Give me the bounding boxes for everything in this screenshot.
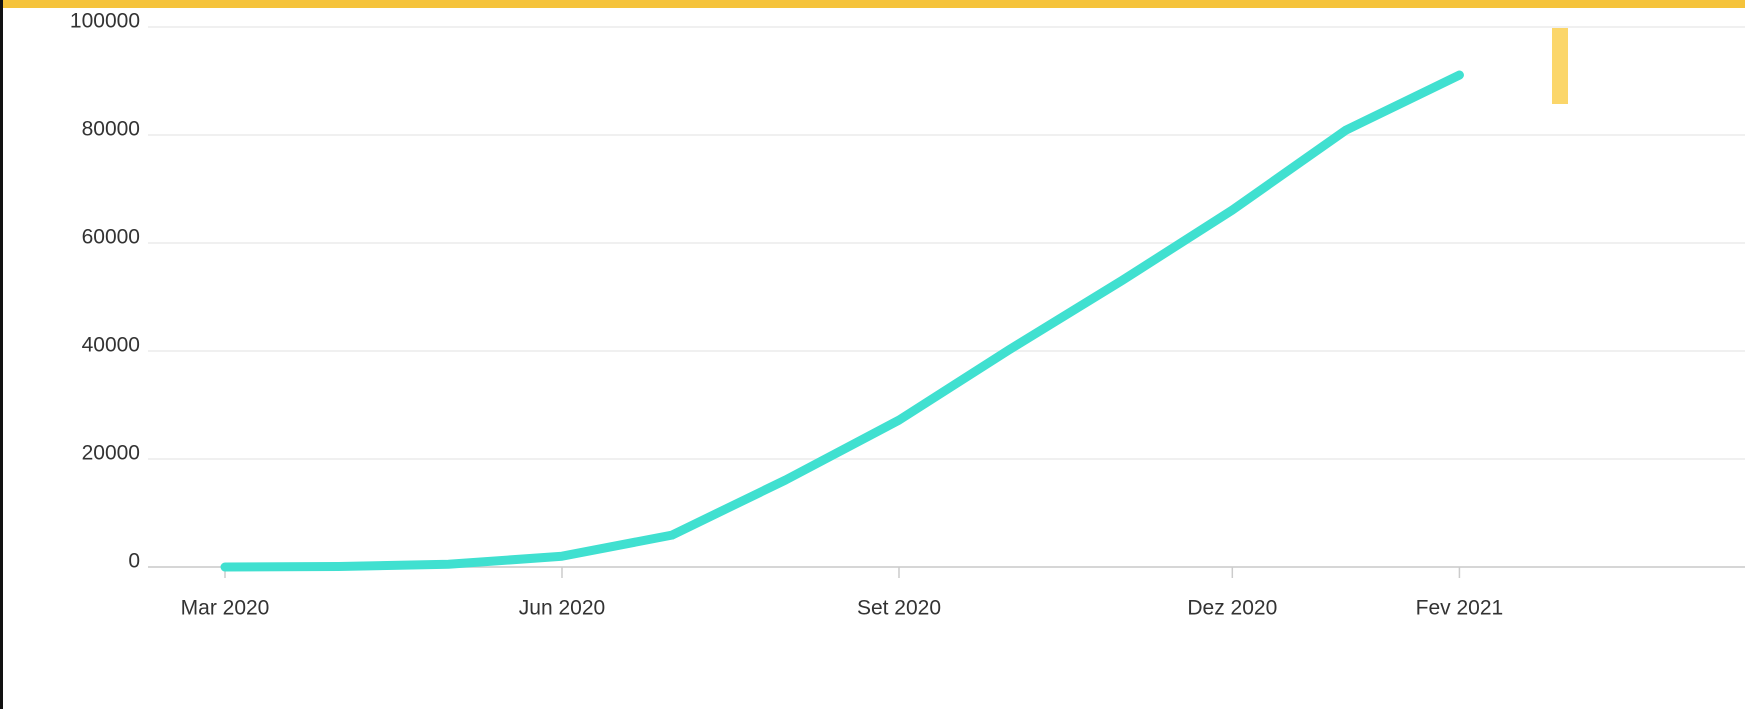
x-tick-label: Set 2020 bbox=[857, 597, 941, 620]
y-tick-label: 60000 bbox=[82, 226, 140, 249]
x-tick-label: Fev 2021 bbox=[1416, 597, 1504, 620]
x-tick-label: Jun 2020 bbox=[519, 597, 605, 620]
x-tick-label: Mar 2020 bbox=[181, 597, 270, 620]
y-tick-label: 40000 bbox=[82, 334, 140, 357]
line bbox=[220, 70, 1464, 572]
x-tick-label: Dez 2020 bbox=[1187, 597, 1277, 620]
left-border bbox=[0, 0, 3, 709]
top-border bbox=[0, 0, 1745, 8]
y-tick-label: 80000 bbox=[82, 118, 140, 141]
y-tick-label: 100000 bbox=[70, 10, 140, 33]
y-tick-label: 20000 bbox=[82, 442, 140, 465]
legend-box bbox=[1552, 28, 1568, 104]
y-tick-label: 0 bbox=[128, 550, 140, 573]
